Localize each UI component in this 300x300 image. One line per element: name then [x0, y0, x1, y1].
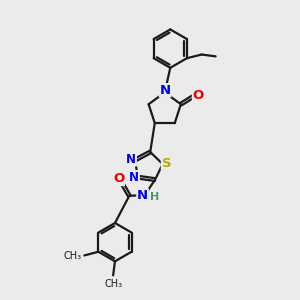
Text: O: O [113, 172, 124, 185]
Text: N: N [126, 153, 136, 166]
Text: CH₃: CH₃ [104, 279, 122, 289]
Text: S: S [162, 157, 171, 170]
Text: O: O [193, 89, 204, 102]
Text: N: N [137, 189, 148, 202]
Text: CH₃: CH₃ [63, 251, 81, 261]
Text: H: H [150, 192, 159, 202]
Text: N: N [160, 84, 171, 97]
Text: N: N [129, 171, 139, 184]
